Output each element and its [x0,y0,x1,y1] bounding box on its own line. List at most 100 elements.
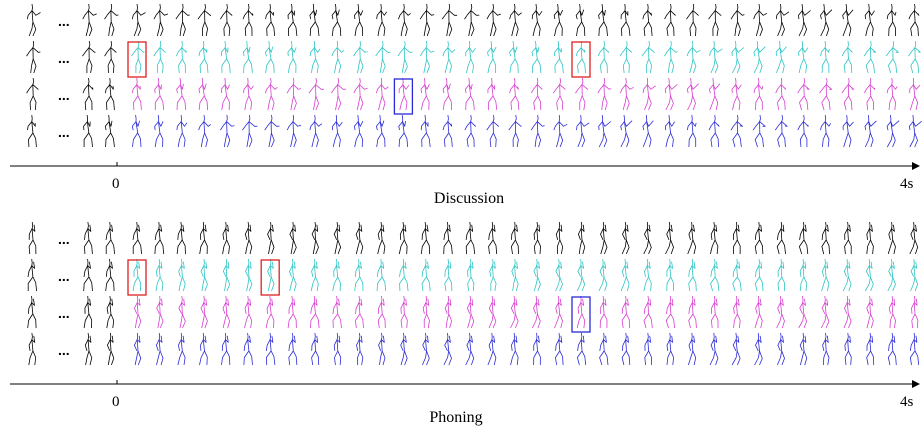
pose-frame [909,332,920,366]
pose-frame [175,3,190,37]
pose-frame [178,295,186,329]
pose-frame [333,332,342,366]
pose-row-0: ... [26,3,920,37]
pose-frame [533,258,541,292]
ellipsis-label: ... [58,87,70,103]
pose-frame [643,221,652,255]
pose-frame [265,295,275,329]
pose-frame [864,258,874,292]
pose-frame [309,3,320,37]
pose-frame [598,3,608,37]
pose-frame [200,295,208,329]
pose-frame [643,295,653,329]
pose-frame [843,295,852,329]
pose-frame [844,221,852,255]
pose-frame [398,3,411,37]
pose-frame [552,77,566,111]
pose-frame [264,114,280,148]
pose-frame [644,332,652,366]
pose-frame [708,114,720,148]
pose-frame [221,332,231,366]
pose-frame [555,258,563,292]
pose-frame [731,40,745,74]
pose-frame [577,332,587,366]
pose-frame [487,40,497,74]
pose-frame [267,221,275,255]
pose-frame [465,332,475,366]
observed-pose [28,332,37,366]
pose-frame [154,114,164,148]
pose-frame [354,295,364,329]
pose-frame [311,221,319,255]
pose-frame [354,3,364,37]
pose-frame [375,114,386,148]
discussion-axis-start-label: 0 [112,176,120,192]
pose-frame [575,3,586,37]
pose-frame [311,332,320,366]
pose-frame [864,114,877,148]
pose-frame [754,221,764,255]
highlight-box [571,296,591,333]
pose-frame [376,258,387,292]
pose-frame [486,3,501,37]
pose-frame [376,3,388,37]
pose-frame [620,258,630,292]
pose-frame [798,3,811,37]
pose-frame [730,114,743,148]
ellipsis-label: ... [58,231,70,247]
phoning-panel-title: Phoning [429,409,483,426]
pose-frame [220,77,230,111]
ellipsis-label: ... [58,268,70,284]
pose-frame [578,221,586,255]
pose-frame [509,3,522,37]
pose-frame [555,221,564,255]
pose-frame [911,295,919,329]
pose-frame [820,3,833,37]
pose-row-0: ... [28,221,919,255]
pose-frame [131,40,145,74]
pose-frame [642,3,653,37]
pose-frame [199,332,208,366]
pose-frame [397,40,413,74]
highlight-box [393,78,414,115]
pose-frame [176,114,188,148]
pose-frame [244,221,253,255]
pose-frame [910,258,919,292]
observed-pose [26,40,41,74]
ellipsis-label: ... [58,305,70,321]
pose-frame [242,3,254,37]
pose-frame [908,40,921,74]
pose-frame [887,332,897,366]
pose-frame [466,295,475,329]
pose-frame [886,3,897,37]
pose-frame [420,77,430,111]
panel-discussion: ............ [10,3,922,170]
pose-frame [619,40,633,74]
pose-frame [154,221,165,255]
pose-frame [398,114,409,148]
pose-frame [132,77,142,111]
pose-row-2: ... [27,295,919,329]
pose-frame [576,258,586,292]
pose-frame [886,77,898,111]
observed-pose [107,332,115,366]
pose-frame [287,3,298,37]
pose-frame [422,332,430,366]
pose-frame [178,258,186,292]
observed-pose [82,40,96,74]
pose-frame [443,221,453,255]
pose-frame [332,295,342,329]
pose-frame [842,258,852,292]
pose-frame [576,295,586,329]
pose-frame [866,221,874,255]
pose-frame [711,295,719,329]
observed-pose [105,77,115,111]
pose-frame [864,3,875,37]
pose-row-3: ... [27,114,922,148]
observed-pose [84,332,93,366]
pose-frame [378,332,386,366]
pose-frame [620,77,634,111]
pose-frame [286,77,302,111]
pose-frame [398,77,410,111]
pose-frame [133,295,142,329]
